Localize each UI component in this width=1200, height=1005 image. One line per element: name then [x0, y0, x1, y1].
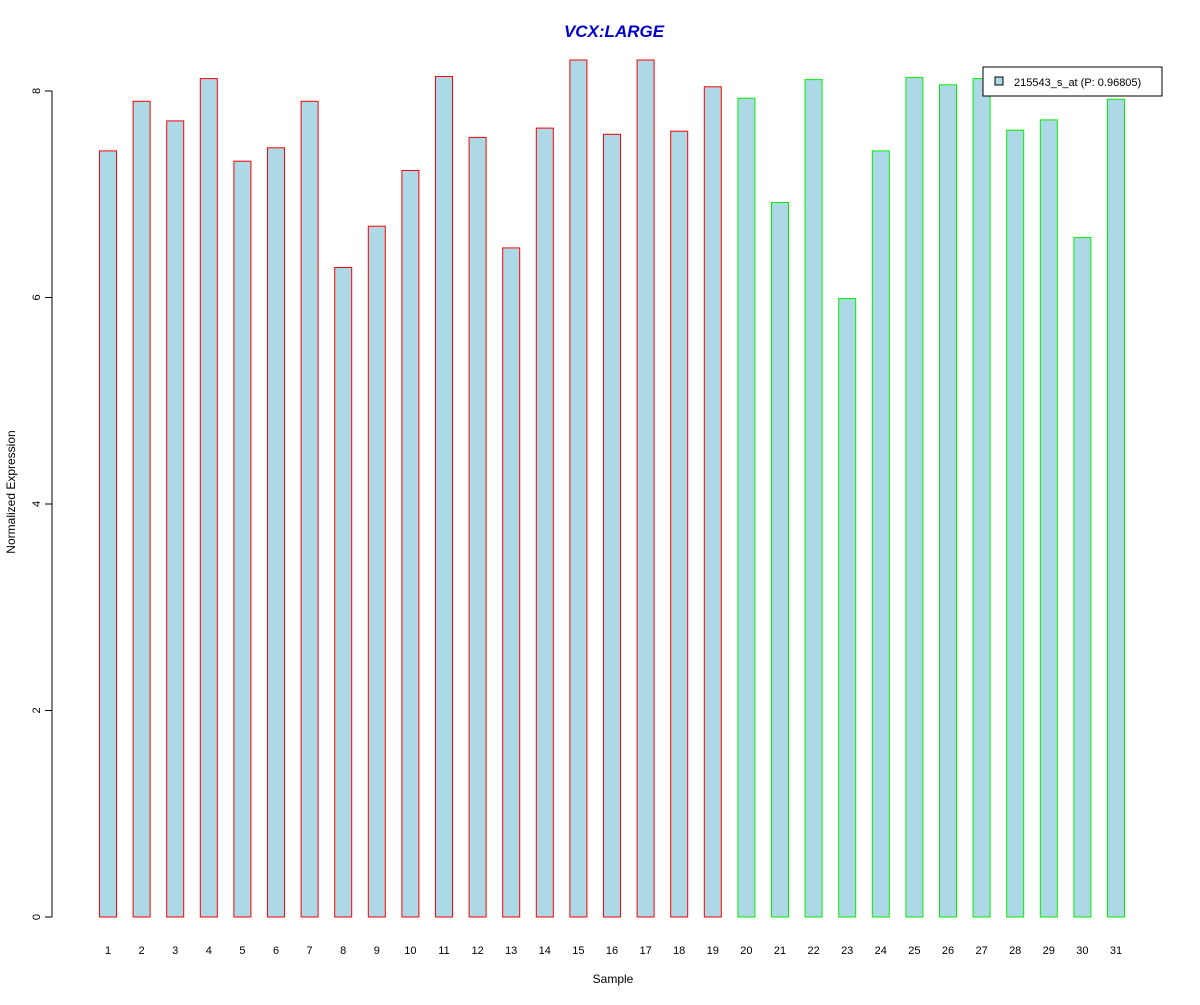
x-tick-label: 5 [239, 945, 245, 957]
bar-sample-4 [199, 78, 218, 918]
bar-sample-10 [401, 170, 420, 918]
bar-sample-29 [1039, 119, 1058, 918]
x-tick-label: 4 [206, 945, 212, 957]
x-tick-label: 24 [875, 945, 887, 957]
bars-group [99, 59, 1125, 918]
x-tick-label: 21 [774, 945, 786, 957]
y-tick-label: 2 [31, 707, 43, 713]
bar-sample-20 [737, 97, 756, 918]
x-tick-label: 12 [471, 945, 483, 957]
x-tick-label: 13 [505, 945, 517, 957]
x-tick-label: 23 [841, 945, 853, 957]
bar-sample-13 [502, 247, 521, 918]
x-tick-label: 3 [172, 945, 178, 957]
y-tick-label: 4 [31, 501, 43, 507]
x-tick-label: 8 [340, 945, 346, 957]
bar-sample-7 [300, 100, 319, 918]
x-tick-label: 2 [139, 945, 145, 957]
x-tick-label: 15 [572, 945, 584, 957]
x-tick-label: 20 [740, 945, 752, 957]
bar-sample-18 [670, 130, 689, 918]
y-tick-label: 6 [31, 294, 43, 300]
y-axis: 0 2 4 6 8 [31, 88, 53, 920]
y-tick-label: 0 [31, 914, 43, 920]
legend-box [982, 66, 1163, 97]
bar-sample-1 [99, 150, 117, 918]
bar-sample-31 [1107, 98, 1125, 918]
bar-sample-3 [166, 120, 185, 918]
x-tick-label: 1 [105, 945, 111, 957]
x-tick-label: 16 [606, 945, 618, 957]
bar-sample-16 [603, 133, 621, 918]
bar-sample-15 [569, 59, 588, 918]
legend-label: 215543_s_at (P: 0.96805) [1014, 77, 1141, 89]
bar-sample-30 [1073, 237, 1092, 918]
bar-sample-24 [871, 150, 890, 918]
x-tick-labels: 1 2 3 4 5 6 7 8 9 10 11 12 13 14 15 16 17 18 19 20 21 22 23 24 2… [105, 945, 1122, 957]
bar-sample-28 [1006, 129, 1025, 918]
bar-sample-11 [435, 76, 453, 918]
x-tick-label: 26 [942, 945, 954, 957]
x-tick-label: 18 [673, 945, 685, 957]
x-tick-label: 19 [707, 945, 719, 957]
bar-sample-6 [267, 147, 285, 918]
x-axis-label: Sample [593, 972, 634, 986]
bar-sample-27 [972, 78, 991, 918]
bar-sample-8 [334, 267, 353, 918]
bar-sample-23 [838, 298, 857, 918]
bar-sample-14 [535, 127, 554, 918]
bar-sample-21 [771, 202, 789, 918]
x-tick-label: 31 [1110, 945, 1122, 957]
x-tick-label: 17 [639, 945, 651, 957]
x-tick-label: 9 [374, 945, 380, 957]
x-tick-label: 28 [1009, 945, 1021, 957]
x-tick-label: 10 [404, 945, 416, 957]
bar-sample-19 [703, 86, 722, 918]
x-tick-label: 14 [539, 945, 551, 957]
legend: 215543_s_at (P: 0.96805) [982, 66, 1163, 97]
bar-sample-25 [905, 77, 924, 918]
bar-sample-26 [939, 84, 957, 918]
x-tick-label: 22 [807, 945, 819, 957]
bar-sample-5 [233, 160, 252, 918]
bar-sample-9 [367, 225, 386, 918]
x-tick-label: 7 [307, 945, 313, 957]
x-tick-label: 25 [908, 945, 920, 957]
x-tick-label: 11 [438, 945, 449, 957]
legend-swatch [994, 76, 1004, 86]
bar-sample-17 [636, 59, 655, 918]
chart-title: VCX:LARGE [564, 22, 665, 41]
x-tick-label: 30 [1076, 945, 1088, 957]
bar-sample-12 [468, 136, 487, 918]
y-tick-label: 8 [31, 88, 43, 94]
bar-sample-2 [132, 100, 151, 918]
x-tick-label: 29 [1043, 945, 1055, 957]
y-axis-label: Normalized Expression [4, 430, 18, 553]
x-tick-label: 6 [273, 945, 279, 957]
x-tick-label: 27 [975, 945, 987, 957]
bar-sample-22 [804, 79, 823, 918]
